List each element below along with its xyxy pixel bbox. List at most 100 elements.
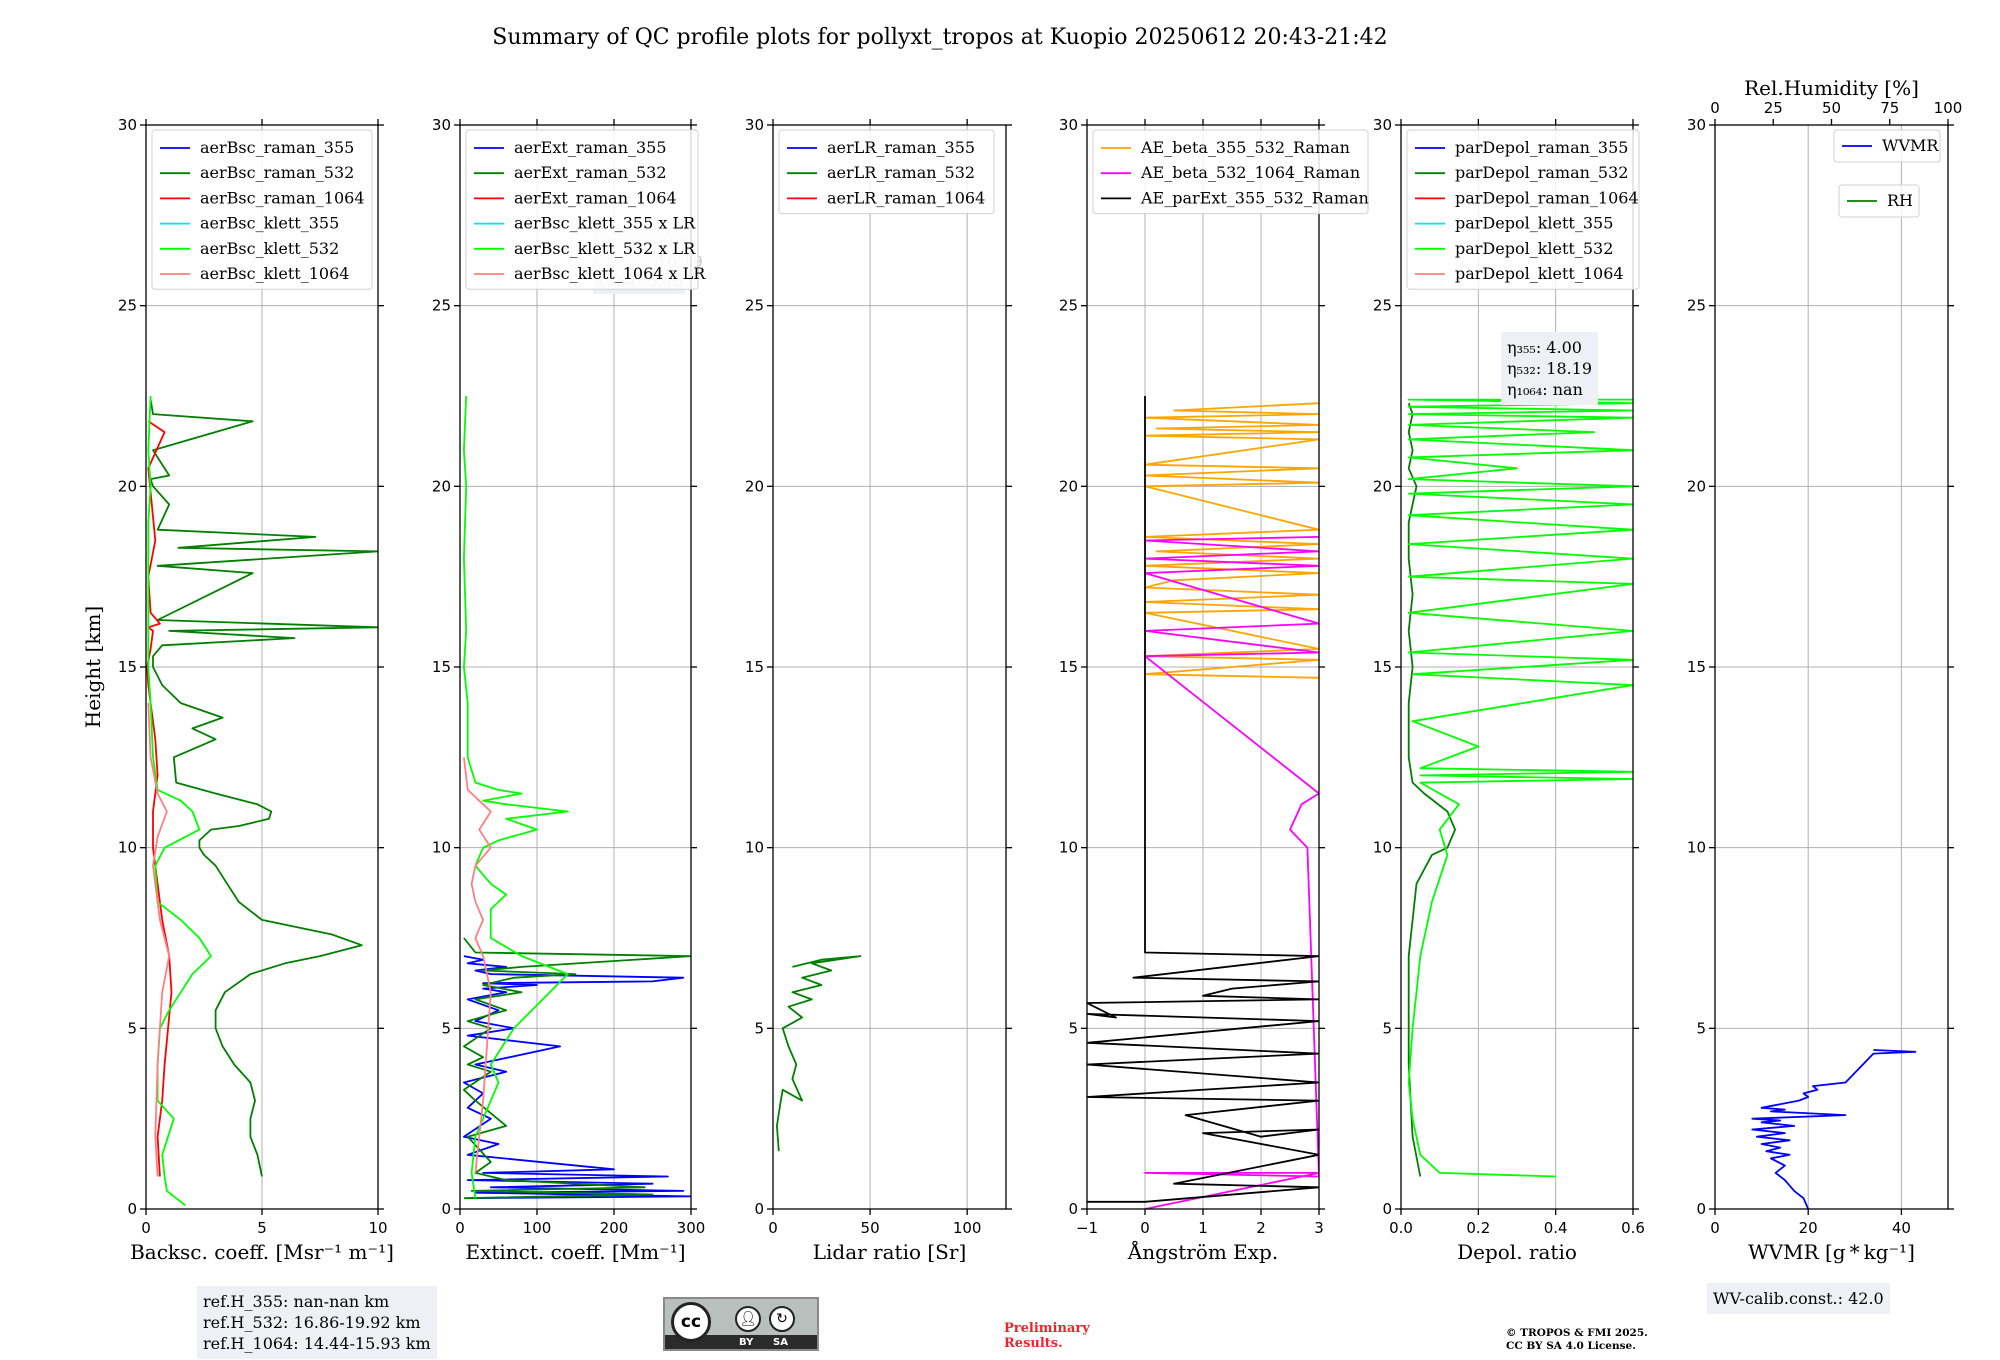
- legend-entry: aerBsc_klett_355 x LR: [514, 214, 696, 233]
- legend-box: [465, 129, 699, 290]
- y-tick-label: 10: [432, 839, 451, 857]
- legend-entry: aerBsc_klett_532 x LR: [514, 239, 696, 258]
- y-tick-label: 5: [754, 1019, 764, 1037]
- legend-entry: aerBsc_raman_532: [200, 163, 354, 182]
- eta-355-label: η₃₅₅: 4.00: [1507, 338, 1582, 357]
- y-tick-label: 20: [745, 477, 764, 495]
- x-axis-label: Extinct. coeff. [Mm⁻¹]: [465, 1240, 685, 1264]
- series-line-aerext-raman-355: [462, 955, 691, 1200]
- legend-entry: aerExt_raman_532: [514, 163, 667, 182]
- y-tick-label: 5: [1068, 1019, 1078, 1037]
- x-tick-label: 40: [1892, 1219, 1911, 1237]
- x-axis-label: Lidar ratio [Sr]: [813, 1240, 967, 1264]
- legend-entry: parDepol_klett_532: [1455, 239, 1613, 258]
- y-tick-label: 25: [1687, 297, 1706, 315]
- preliminary-line-2: Results.: [1004, 1336, 1063, 1351]
- copyright-line-2: CC BY SA 4.0 License.: [1506, 1340, 1636, 1352]
- y-tick-label: 5: [1382, 1019, 1392, 1037]
- panel-2: 0 100 200 300 0 5 10 15 20 25 30 Extinct. coeff. [M…: [432, 116, 706, 1264]
- legend-entry: parDepol_raman_1064: [1455, 188, 1639, 207]
- series-group: [1087, 396, 1319, 1209]
- x-tick-label: 100: [523, 1219, 552, 1237]
- series-line-ae-parext-355-532-raman: [1087, 396, 1319, 1203]
- x-tick-label: 100: [953, 1219, 982, 1237]
- x-tick-label: 0: [455, 1219, 465, 1237]
- series-line-pardepol-klett-532: [1407, 398, 1633, 1178]
- panel-1: 0 5 10 0 5 10 15 20 25 30 Backsc. coeff. [Msr⁻¹ m⁻…: [81, 116, 394, 1264]
- preliminary-line-1: Preliminary: [1004, 1321, 1090, 1336]
- share-alike-icon: ↻: [769, 1306, 795, 1332]
- y-tick-label: 5: [127, 1019, 137, 1037]
- y-tick-label: 15: [1373, 658, 1392, 676]
- y-tick-label: 30: [118, 116, 137, 134]
- legend-box: [1406, 129, 1640, 290]
- series-line-wvmr: [1751, 1049, 1917, 1209]
- figure-title: Summary of QC profile plots for pollyxt_…: [492, 25, 1387, 50]
- y-tick-label: 0: [1068, 1200, 1078, 1218]
- wv-calibration-box: WV-calib.const.: 42.0: [1707, 1283, 1890, 1314]
- legend-entry: RH: [1887, 191, 1913, 210]
- series-line-aerbsc-raman-1064: [146, 420, 173, 1177]
- legend-entry: aerBsc_klett_1064 x LR: [514, 264, 706, 283]
- ref-height-532-label: ref.H_532: 16.86-19.92 km: [203, 1313, 421, 1332]
- x-axis-label: WVMR [g * kg⁻¹]: [1748, 1240, 1915, 1264]
- y-tick-label: 30: [1059, 116, 1078, 134]
- legend-entry: aerExt_raman_355: [514, 138, 667, 157]
- ref-height-355-label: ref.H_355: nan-nan km: [203, 1292, 390, 1311]
- legend-entry: aerBsc_klett_532: [200, 239, 339, 258]
- legend-entry: aerExt_raman_1064: [514, 188, 677, 207]
- y-tick-label: 10: [1059, 839, 1078, 857]
- x-tick-label: 300: [677, 1219, 706, 1237]
- wv-calibration-label: WV-calib.const.: 42.0: [1713, 1289, 1884, 1308]
- y-tick-label: 15: [1687, 658, 1706, 676]
- preliminary-results-note: Preliminary Results.: [1004, 1321, 1090, 1351]
- y-tick-label: 25: [1373, 297, 1392, 315]
- x2-tick-label: 0: [1710, 99, 1720, 117]
- legend-box: [1833, 129, 1941, 163]
- series-line-ae-beta-532-1064-raman: [1144, 536, 1319, 1209]
- eta-532-label: η₅₃₂: 18.19: [1507, 359, 1593, 378]
- legend: aerBsc_raman_355 aerBsc_raman_532 aerBsc_r…: [151, 129, 373, 290]
- attribution-icon: 👤︎: [735, 1306, 761, 1332]
- y-tick-label: 20: [1059, 477, 1078, 495]
- x-tick-label: 0: [141, 1219, 151, 1237]
- x-tick-label: 0.2: [1466, 1219, 1490, 1237]
- legend-entry: parDepol_klett_355: [1455, 214, 1613, 233]
- copyright-note: © TROPOS & FMI 2025. CC BY SA 4.0 Licens…: [1506, 1327, 1648, 1353]
- x2-tick-label: 50: [1822, 99, 1841, 117]
- series-group: [146, 395, 378, 1207]
- cc-icon: cc: [671, 1302, 711, 1342]
- y-tick-label: 15: [432, 658, 451, 676]
- x-tick-label: 5: [257, 1219, 267, 1237]
- eta-1064-label: η₁₀₆₄: nan: [1507, 380, 1583, 399]
- y-tick-label: 0: [127, 1200, 137, 1218]
- y-tick-label: 25: [118, 297, 137, 315]
- legend: AE_beta_355_532_Raman AE_beta_532_1064_Ra…: [1092, 129, 1369, 215]
- legend-box: [151, 129, 373, 290]
- series-line-aerbsc-klett-1064: [147, 703, 171, 1177]
- y-tick-label: 0: [441, 1200, 451, 1218]
- y-tick-label: 15: [745, 658, 764, 676]
- y-tick-label: 15: [118, 658, 137, 676]
- y-tick-label: 10: [745, 839, 764, 857]
- x-tick-label: 0.0: [1389, 1219, 1413, 1237]
- x-axis-label: Depol. ratio: [1457, 1240, 1577, 1264]
- legend-entry: aerBsc_klett_1064: [200, 264, 349, 283]
- legend-entry: parDepol_klett_1064: [1455, 264, 1624, 283]
- legend-box: [778, 129, 995, 215]
- x-tick-label: 20: [1799, 1219, 1818, 1237]
- x-tick-label: −1: [1076, 1219, 1098, 1237]
- y-tick-label: 10: [1687, 839, 1706, 857]
- legend-entry: AE_beta_532_1064_Raman: [1140, 163, 1360, 182]
- y-tick-label: 10: [118, 839, 137, 857]
- x-tick-label: 3: [1314, 1219, 1324, 1237]
- y-tick-label: 25: [745, 297, 764, 315]
- series-line-pardepol-raman-532: [1407, 402, 1456, 1177]
- by-label: BY: [739, 1337, 754, 1348]
- ref-height-1064-label: ref.H_1064: 14.44-15.93 km: [203, 1334, 431, 1353]
- y-tick-label: 5: [441, 1019, 451, 1037]
- y-tick-label: 30: [745, 116, 764, 134]
- reference-height-box: ref.H_355: nan-nan km ref.H_532: 16.86-1…: [197, 1286, 437, 1359]
